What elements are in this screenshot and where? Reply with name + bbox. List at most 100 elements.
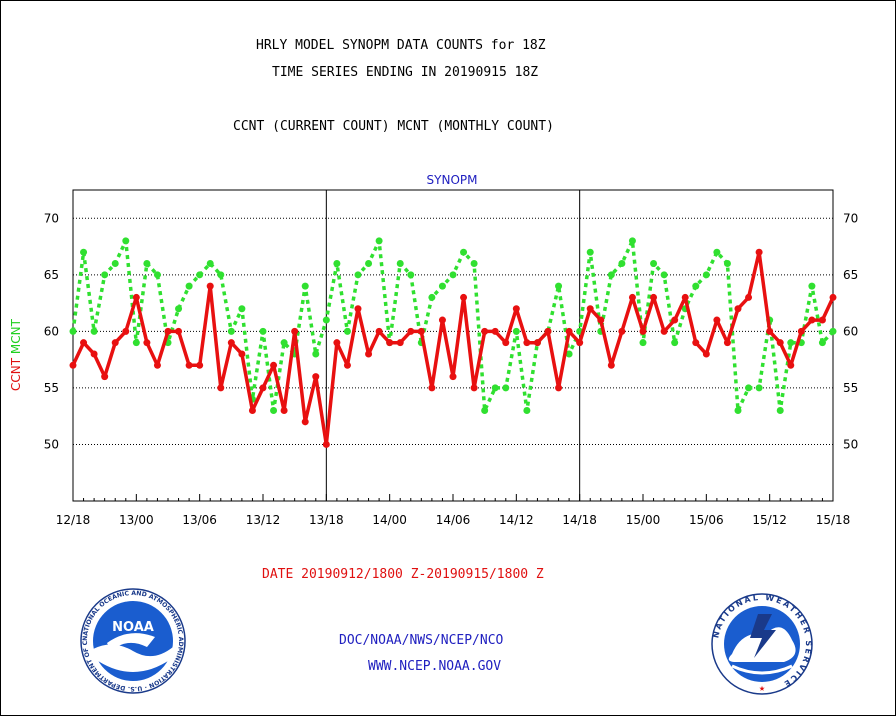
data-point-ccnt bbox=[544, 327, 552, 335]
data-point-ccnt bbox=[745, 293, 753, 301]
data-point-ccnt bbox=[354, 305, 362, 313]
data-point-ccnt bbox=[618, 327, 626, 335]
y-axis-label-mcnt: MCNT bbox=[9, 318, 23, 354]
data-point-mcnt bbox=[776, 407, 784, 415]
data-point-mcnt bbox=[808, 282, 816, 290]
data-point-ccnt bbox=[512, 305, 520, 313]
x-tick-label: 13/06 bbox=[182, 513, 217, 527]
data-point-ccnt bbox=[428, 384, 436, 392]
x-tick-label: 15/18 bbox=[816, 513, 851, 527]
y-tick-label-right: 55 bbox=[843, 381, 858, 395]
data-point-ccnt bbox=[597, 316, 605, 324]
data-point-ccnt bbox=[206, 282, 214, 290]
data-point-mcnt bbox=[312, 350, 320, 358]
data-point-mcnt bbox=[301, 282, 309, 290]
data-point-ccnt bbox=[343, 361, 351, 369]
data-point-ccnt bbox=[639, 327, 647, 335]
x-tick-label: 13/00 bbox=[119, 513, 154, 527]
data-point-ccnt bbox=[407, 327, 415, 335]
data-point-ccnt bbox=[185, 361, 193, 369]
data-point-ccnt bbox=[533, 339, 541, 347]
data-point-ccnt bbox=[586, 305, 594, 313]
data-point-mcnt bbox=[713, 248, 721, 256]
data-point-ccnt bbox=[90, 350, 98, 358]
data-point-mcnt bbox=[565, 350, 573, 358]
data-point-ccnt bbox=[386, 339, 394, 347]
data-point-mcnt bbox=[660, 271, 668, 279]
org-credit: DOC/NOAA/NWS/NCEP/NCO bbox=[339, 633, 504, 648]
data-point-ccnt bbox=[565, 327, 573, 335]
x-tick-label: 14/12 bbox=[499, 513, 534, 527]
data-point-mcnt bbox=[396, 260, 404, 268]
data-point-mcnt bbox=[185, 282, 193, 290]
data-point-ccnt bbox=[438, 316, 446, 324]
data-point-mcnt bbox=[650, 260, 658, 268]
data-point-mcnt bbox=[428, 293, 436, 301]
data-point-mcnt bbox=[502, 384, 510, 392]
data-point-ccnt bbox=[365, 350, 373, 358]
data-point-ccnt bbox=[101, 373, 109, 381]
data-point-ccnt bbox=[555, 384, 563, 392]
data-point-ccnt bbox=[576, 339, 584, 347]
panel-title: SYNOPM bbox=[427, 173, 478, 187]
data-point-mcnt bbox=[270, 407, 278, 415]
chart-title-line1: HRLY MODEL SYNOPM DATA COUNTS for 18Z bbox=[256, 38, 546, 53]
data-point-ccnt bbox=[417, 327, 425, 335]
data-point-mcnt bbox=[90, 327, 98, 335]
data-point-ccnt bbox=[280, 407, 288, 415]
data-point-ccnt bbox=[69, 361, 77, 369]
noaa-logo-text: NOAA bbox=[112, 620, 154, 635]
data-point-mcnt bbox=[755, 384, 763, 392]
y-tick-label-right: 60 bbox=[843, 324, 858, 338]
data-point-mcnt bbox=[702, 271, 710, 279]
data-point-ccnt bbox=[650, 293, 658, 301]
data-point-mcnt bbox=[460, 248, 468, 256]
data-point-ccnt bbox=[111, 339, 119, 347]
data-point-ccnt bbox=[702, 350, 710, 358]
data-point-mcnt bbox=[69, 327, 77, 335]
data-point-ccnt bbox=[681, 293, 689, 301]
data-point-mcnt bbox=[280, 339, 288, 347]
data-point-mcnt bbox=[607, 271, 615, 279]
data-point-ccnt bbox=[301, 418, 309, 426]
data-point-mcnt bbox=[80, 248, 88, 256]
x-tick-label: 14/00 bbox=[372, 513, 407, 527]
data-point-ccnt bbox=[723, 339, 731, 347]
data-point-ccnt bbox=[227, 339, 235, 347]
star-icon: ★ bbox=[759, 683, 765, 694]
data-point-ccnt bbox=[713, 316, 721, 324]
data-point-ccnt bbox=[797, 327, 805, 335]
x-tick-label: 15/12 bbox=[752, 513, 787, 527]
website-link[interactable]: WWW.NCEP.NOAA.GOV bbox=[368, 659, 502, 674]
data-point-mcnt bbox=[829, 327, 837, 335]
data-point-ccnt bbox=[755, 248, 763, 256]
data-point-ccnt bbox=[491, 327, 499, 335]
y-tick-label-left: 50 bbox=[44, 437, 59, 451]
data-point-ccnt bbox=[628, 293, 636, 301]
data-point-ccnt bbox=[829, 293, 837, 301]
data-point-mcnt bbox=[196, 271, 204, 279]
data-point-ccnt bbox=[153, 361, 161, 369]
data-point-mcnt bbox=[354, 271, 362, 279]
data-point-ccnt bbox=[270, 361, 278, 369]
data-point-mcnt bbox=[512, 327, 520, 335]
data-point-mcnt bbox=[618, 260, 626, 268]
data-point-ccnt bbox=[818, 316, 826, 324]
data-point-mcnt bbox=[470, 260, 478, 268]
data-point-ccnt bbox=[217, 384, 225, 392]
data-point-mcnt bbox=[628, 237, 636, 245]
data-point-mcnt bbox=[322, 316, 330, 324]
x-tick-label: 12/18 bbox=[56, 513, 91, 527]
data-point-mcnt bbox=[143, 260, 151, 268]
data-point-ccnt bbox=[523, 339, 531, 347]
y-tick-label-left: 60 bbox=[44, 324, 59, 338]
data-point-mcnt bbox=[122, 237, 130, 245]
data-point-mcnt bbox=[586, 248, 594, 256]
data-point-ccnt bbox=[248, 407, 256, 415]
data-point-ccnt bbox=[660, 327, 668, 335]
data-point-ccnt bbox=[196, 361, 204, 369]
data-point-mcnt bbox=[692, 282, 700, 290]
x-tick-label: 14/06 bbox=[436, 513, 471, 527]
data-point-ccnt bbox=[238, 350, 246, 358]
data-point-mcnt bbox=[555, 282, 563, 290]
